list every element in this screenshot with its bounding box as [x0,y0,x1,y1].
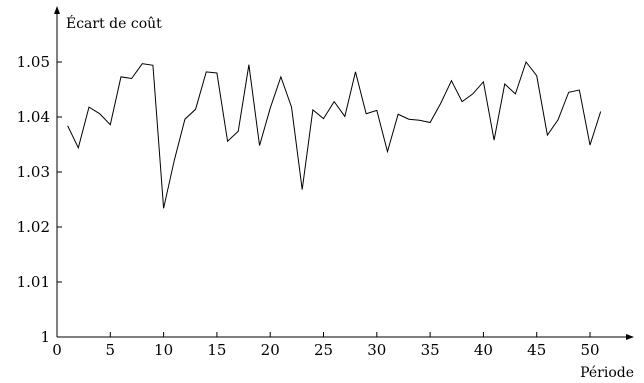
y-ticks: 1 1.01 1.02 1.03 1.04 1.05 [17,53,62,346]
series-line [67,60,602,209]
x-tick-label: 45 [527,341,546,359]
y-tick-label: 1 [40,328,50,346]
x-tick-label: 5 [106,341,116,359]
axes [54,6,634,340]
x-tick-label: 10 [154,341,173,359]
x-ticks: 0 5 10 15 20 25 30 35 40 45 50 [52,332,600,359]
y-tick-label: 1.01 [17,273,50,291]
x-axis-title: Période [580,365,634,381]
y-tick-label: 1.04 [17,108,50,126]
y-tick-label: 1.02 [17,218,50,236]
x-tick-label: 30 [367,341,386,359]
x-tick-label: 35 [421,341,440,359]
x-tick-label: 15 [207,341,226,359]
y-tick-label: 1.03 [17,163,50,181]
x-axis-arrowhead [626,334,634,340]
x-tick-label: 40 [474,341,493,359]
y-tick-label: 1.05 [17,53,50,71]
x-tick-label: 0 [52,341,62,359]
series-layer [67,60,602,209]
x-tick-label: 50 [580,341,599,359]
x-tick-label: 20 [261,341,280,359]
y-axis-arrowhead [54,6,60,14]
x-tick-label: 25 [314,341,333,359]
y-axis-title: Écart de coût [66,14,162,32]
